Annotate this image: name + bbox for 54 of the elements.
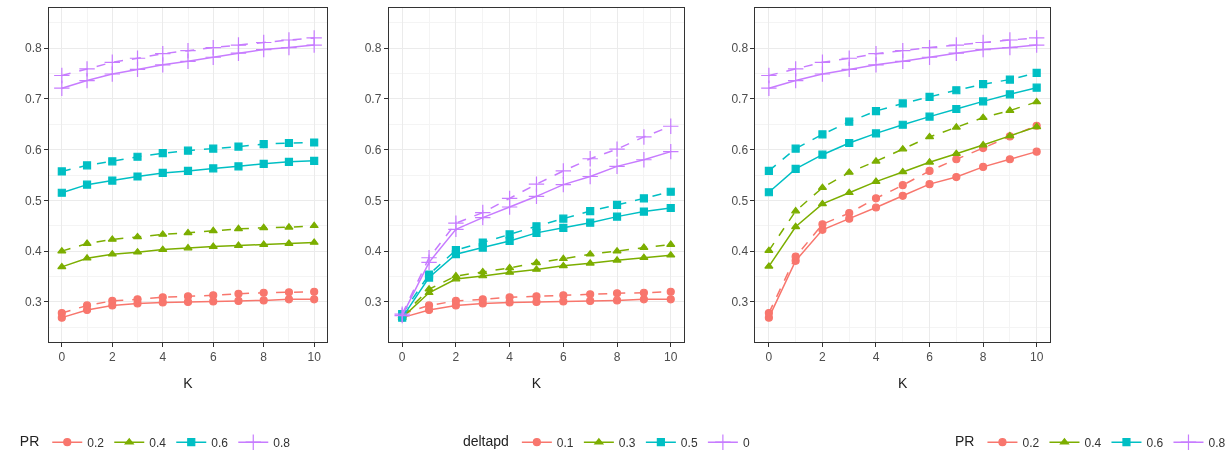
y-tick-label: 0.3 — [731, 295, 749, 310]
x-tick-label: 4 — [872, 350, 880, 365]
x-tick-label: 10 — [307, 350, 322, 365]
x-tick-label: 0 — [58, 350, 66, 365]
x-tick-label: 6 — [209, 350, 217, 365]
x-tick-label: 0 — [398, 350, 406, 365]
y-tick-label: 0.6 — [25, 142, 43, 157]
legend-label: 0.4 — [149, 435, 167, 450]
legend-label: 0.2 — [87, 435, 105, 450]
y-tick-label: 0.4 — [364, 244, 382, 259]
legend-label: 0.6 — [211, 435, 229, 450]
y-tick-label: 0.8 — [364, 41, 382, 56]
legend-title: PR — [19, 432, 40, 449]
x-tick-label: 6 — [926, 350, 934, 365]
x-tick-label: 2 — [819, 350, 827, 365]
legend-label: 0.3 — [618, 435, 636, 450]
y-tick-label: 0.5 — [25, 193, 43, 208]
legend-label: 0.8 — [273, 435, 291, 450]
x-tick-label: 8 — [613, 350, 621, 365]
x-tick-label: 4 — [159, 350, 167, 365]
x-axis-title: K — [898, 374, 909, 391]
y-tick-label: 0.3 — [364, 295, 382, 310]
legend-label: 0.4 — [1084, 435, 1102, 450]
y-tick-label: 0.4 — [731, 244, 749, 259]
x-tick-label: 2 — [108, 350, 116, 365]
legend-label: 0.1 — [556, 435, 574, 450]
x-tick-label: 0 — [765, 350, 773, 365]
y-tick-label: 0.6 — [731, 142, 749, 157]
y-tick-label: 0.5 — [731, 193, 749, 208]
legend-title: deltapd — [462, 432, 509, 449]
y-tick-label: 0.4 — [25, 244, 43, 259]
x-tick-label: 10 — [1029, 350, 1044, 365]
x-tick-label: 10 — [664, 350, 678, 365]
y-tick-label: 0.5 — [364, 193, 382, 208]
x-tick-label: 6 — [559, 350, 567, 365]
legend-label: 0.6 — [1146, 435, 1164, 450]
y-tick-label: 0.6 — [364, 142, 382, 157]
x-axis-title: K — [183, 374, 194, 391]
legend-label: 0.8 — [1208, 435, 1226, 450]
x-axis-title: K — [531, 374, 542, 391]
y-tick-label: 0.8 — [25, 41, 43, 56]
legend-label: 0 — [742, 435, 750, 450]
legend-label: 0.2 — [1022, 435, 1040, 450]
y-tick-label: 0.7 — [25, 92, 43, 107]
x-tick-label: 4 — [506, 350, 514, 365]
y-tick-label: 0.7 — [731, 92, 749, 107]
y-tick-label: 0.8 — [731, 41, 749, 56]
y-tick-label: 0.3 — [25, 295, 43, 310]
legend-label: 0.5 — [680, 435, 698, 450]
legend-title: PR — [955, 432, 975, 449]
x-tick-label: 2 — [452, 350, 460, 365]
y-tick-label: 0.7 — [364, 92, 382, 107]
x-tick-label: 8 — [979, 350, 987, 365]
x-tick-label: 8 — [260, 350, 268, 365]
